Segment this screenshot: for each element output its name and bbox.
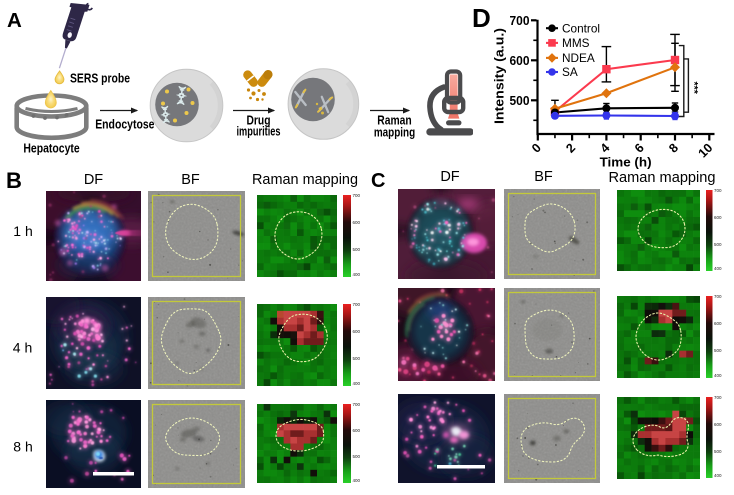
svg-text:Intensity (a.u.): Intensity (a.u.) [492, 28, 507, 124]
svg-text:8: 8 [666, 141, 681, 156]
svg-text:Control: Control [562, 21, 600, 35]
svg-text:600: 600 [510, 53, 530, 68]
svg-text:2: 2 [563, 141, 578, 156]
svg-text:500: 500 [510, 93, 530, 108]
svg-text:MMS: MMS [562, 36, 590, 50]
svg-text:DF: DF [84, 172, 103, 188]
svg-text:Raman mapping: Raman mapping [609, 169, 716, 186]
svg-text:DF: DF [440, 169, 459, 185]
svg-text:BF: BF [534, 169, 553, 185]
svg-text:Raman mapping: Raman mapping [252, 172, 358, 188]
svg-text:Raman: Raman [377, 113, 411, 127]
svg-text:700: 700 [510, 13, 530, 28]
svg-text:Drug: Drug [247, 113, 271, 127]
svg-text:NDEA: NDEA [562, 51, 595, 65]
svg-text:Endocytose: Endocytose [95, 117, 154, 131]
svg-text:0: 0 [529, 141, 544, 156]
svg-text:Hepatocyte: Hepatocyte [23, 142, 79, 156]
svg-text:1 h: 1 h [13, 223, 32, 239]
svg-text:8 h: 8 h [13, 439, 32, 455]
svg-text:10: 10 [696, 141, 716, 161]
svg-text:6: 6 [632, 141, 647, 156]
svg-text:SA: SA [562, 65, 578, 79]
svg-text:SERS probe: SERS probe [70, 72, 130, 86]
svg-text:mapping: mapping [374, 125, 415, 139]
svg-text:4 h: 4 h [13, 340, 32, 356]
svg-text:4: 4 [598, 141, 613, 156]
svg-text:***: *** [688, 82, 700, 95]
svg-text:impurities: impurities [237, 125, 281, 139]
svg-text:BF: BF [181, 172, 200, 188]
svg-text:Time (h): Time (h) [600, 155, 652, 170]
